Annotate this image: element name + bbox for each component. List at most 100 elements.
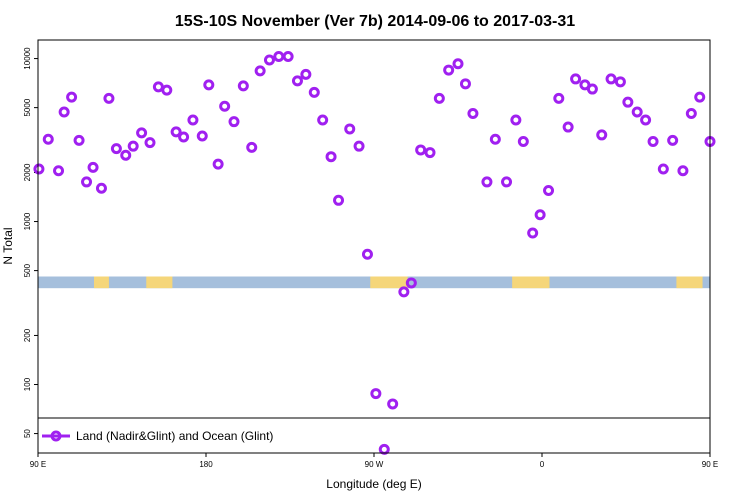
data-point — [228, 116, 240, 128]
data-point — [640, 114, 652, 126]
data-point — [219, 100, 231, 112]
data-point — [254, 65, 266, 77]
coverage-band — [38, 276, 710, 289]
data-point — [562, 121, 574, 133]
data-point — [87, 161, 99, 173]
data-point — [694, 91, 706, 103]
data-point — [246, 141, 258, 153]
legend: Land (Nadir&Glint) and Ocean (Glint) — [37, 417, 711, 454]
data-point — [398, 286, 410, 298]
data-point — [81, 176, 93, 188]
data-point — [553, 92, 565, 104]
y-tick-label: 2000 — [23, 163, 32, 181]
data-point — [144, 137, 156, 149]
data-point — [170, 126, 182, 138]
land-band-2 — [370, 276, 408, 289]
data-point — [263, 54, 275, 66]
data-point — [300, 68, 312, 80]
data-point — [136, 127, 148, 139]
data-point — [586, 83, 598, 95]
data-point — [443, 64, 455, 76]
data-point — [685, 108, 697, 120]
y-axis: 50 100 200 500 1000 2000 5000 10000 — [23, 47, 38, 438]
y-tick-label: 500 — [23, 263, 32, 277]
data-point — [110, 143, 122, 155]
data-point — [361, 248, 373, 260]
data-point — [273, 50, 285, 62]
data-point — [459, 78, 471, 90]
chart-title: 15S-10S November (Ver 7b) 2014-09-06 to … — [175, 13, 575, 30]
data-point — [452, 58, 464, 70]
data-point — [517, 135, 529, 147]
data-point — [291, 75, 303, 87]
land-band-1 — [146, 276, 173, 289]
data-point — [152, 81, 164, 93]
y-tick-label: 200 — [23, 328, 32, 342]
data-point — [58, 106, 70, 118]
data-point — [127, 140, 139, 152]
data-point — [510, 114, 522, 126]
data-point — [387, 398, 399, 410]
data-point — [543, 185, 555, 197]
y-axis-label: N Total — [1, 227, 15, 264]
data-point — [534, 209, 546, 221]
data-point — [66, 91, 78, 103]
data-point — [667, 134, 679, 146]
data-point — [605, 73, 617, 85]
data-point — [212, 158, 224, 170]
data-point — [73, 134, 85, 146]
data-point — [424, 147, 436, 159]
data-point — [353, 140, 365, 152]
data-point — [53, 165, 65, 177]
data-point — [370, 388, 382, 400]
data-point — [647, 135, 659, 147]
scatter-points — [33, 50, 716, 455]
data-point — [237, 80, 249, 92]
y-tick-label: 1000 — [23, 212, 32, 230]
data-point — [187, 114, 199, 126]
land-band-4 — [676, 276, 703, 289]
data-point — [203, 79, 215, 91]
data-point — [489, 133, 501, 145]
data-point — [415, 144, 427, 156]
data-point — [178, 131, 190, 143]
legend-box — [37, 417, 711, 454]
x-tick-label: 180 — [199, 460, 213, 469]
x-tick-label: 90 E — [30, 460, 46, 469]
data-point — [344, 123, 356, 135]
legend-marker — [50, 430, 62, 442]
x-tick-label: 90 E — [702, 460, 718, 469]
land-band-3 — [512, 276, 550, 289]
x-tick-label: 90 W — [365, 460, 384, 469]
y-tick-label: 100 — [23, 377, 32, 391]
data-point — [657, 163, 669, 175]
data-point — [596, 129, 608, 141]
legend-label: Land (Nadir&Glint) and Ocean (Glint) — [76, 429, 273, 443]
data-point — [161, 84, 173, 96]
x-axis: 90 E 180 90 W 0 90 E — [30, 453, 718, 469]
data-point — [378, 443, 390, 455]
data-point — [405, 277, 417, 289]
data-point — [527, 227, 539, 239]
data-point — [570, 73, 582, 85]
data-point — [95, 182, 107, 194]
y-tick-label: 50 — [23, 429, 32, 438]
x-axis-label: Longitude (deg E) — [326, 477, 421, 491]
data-point — [467, 108, 479, 120]
data-point — [42, 133, 54, 145]
data-point — [120, 149, 132, 161]
data-point — [317, 114, 329, 126]
data-point — [501, 176, 513, 188]
data-point — [282, 50, 294, 62]
data-point — [614, 76, 626, 88]
data-point — [481, 176, 493, 188]
data-point — [308, 86, 320, 98]
data-point — [631, 106, 643, 118]
y-tick-label: 5000 — [23, 98, 32, 116]
land-band-0 — [94, 276, 109, 289]
data-point — [622, 96, 634, 108]
y-tick-label: 10000 — [23, 47, 32, 70]
data-point — [677, 165, 689, 177]
data-point — [103, 92, 115, 104]
